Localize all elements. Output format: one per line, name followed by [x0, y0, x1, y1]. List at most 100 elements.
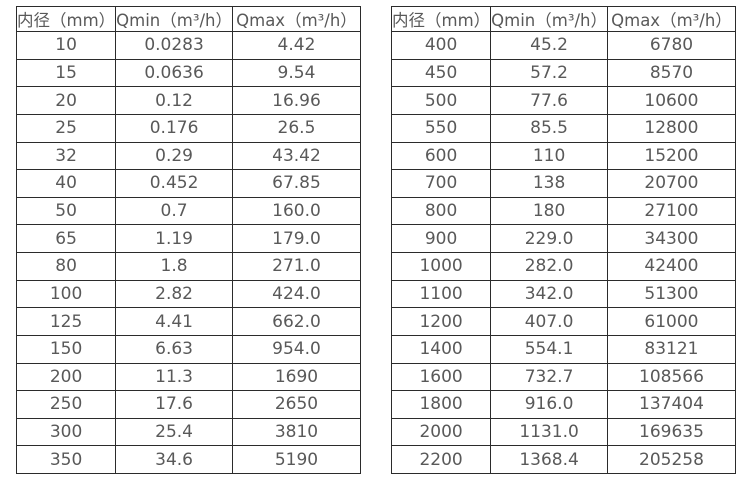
table-row: 65 1.19 179.0: [15, 224, 361, 253]
cell-qmax: 20700: [606, 169, 736, 198]
cell-qmin: 138: [490, 169, 608, 198]
cell-inner-diameter: 1600: [390, 362, 492, 392]
cell-qmax: 12800: [606, 113, 736, 143]
cell-inner-diameter: 50: [15, 196, 117, 226]
header-inner-diameter: 内径（mm）: [15, 6, 117, 32]
cell-qmax: 5190: [231, 445, 361, 474]
cell-qmin: 916.0: [490, 390, 608, 419]
cell-inner-diameter: 450: [390, 58, 492, 88]
cell-inner-diameter: 1100: [390, 279, 492, 309]
cell-qmin: 407.0: [490, 307, 608, 336]
cell-inner-diameter: 1000: [390, 252, 492, 281]
cell-qmax: 42400: [606, 252, 736, 281]
header-qmin: Qmin（m³/h）: [490, 6, 608, 32]
cell-qmax: 4.42: [231, 31, 361, 60]
cell-inner-diameter: 350: [15, 445, 117, 474]
table-row: 550 85.5 12800: [390, 113, 736, 143]
cell-inner-diameter: 800: [390, 196, 492, 226]
cell-qmin: 554.1: [490, 334, 608, 364]
cell-qmin: 17.6: [115, 390, 233, 419]
cell-qmax: 662.0: [231, 307, 361, 336]
cell-inner-diameter: 25: [15, 113, 117, 143]
cell-inner-diameter: 32: [15, 141, 117, 171]
table-row: 350 34.6 5190: [15, 445, 361, 474]
table-row: 300 25.4 3810: [15, 417, 361, 447]
cell-qmin: 4.41: [115, 307, 233, 336]
cell-qmin: 1.19: [115, 224, 233, 253]
table-row: 150 6.63 954.0: [15, 334, 361, 364]
cell-inner-diameter: 80: [15, 252, 117, 281]
cell-inner-diameter: 150: [15, 334, 117, 364]
table-row: 900 229.0 34300: [390, 224, 736, 253]
cell-qmin: 0.0636: [115, 58, 233, 88]
cell-inner-diameter: 700: [390, 169, 492, 198]
cell-inner-diameter: 900: [390, 224, 492, 253]
table-row: 20 0.12 16.96: [15, 86, 361, 115]
cell-qmax: 9.54: [231, 58, 361, 88]
cell-qmin: 0.12: [115, 86, 233, 115]
cell-inner-diameter: 250: [15, 390, 117, 419]
cell-inner-diameter: 2200: [390, 445, 492, 474]
table-row: 40 0.452 67.85: [15, 169, 361, 198]
table-row: 600 110 15200: [390, 141, 736, 171]
flow-rate-table-small-diameters: 内径（mm） Qmin（m³/h） Qmax（m³/h） 10 0.0283 4.4…: [15, 6, 361, 474]
cell-inner-diameter: 1400: [390, 334, 492, 364]
cell-qmax: 15200: [606, 141, 736, 171]
cell-qmax: 27100: [606, 196, 736, 226]
table-row: 1000 282.0 42400: [390, 252, 736, 281]
cell-qmin: 0.0283: [115, 31, 233, 60]
cell-inner-diameter: 600: [390, 141, 492, 171]
cell-qmin: 0.7: [115, 196, 233, 226]
cell-qmax: 169635: [606, 417, 736, 447]
table-row: 2000 1131.0 169635: [390, 417, 736, 447]
cell-qmax: 108566: [606, 362, 736, 392]
cell-inner-diameter: 125: [15, 307, 117, 336]
cell-qmin: 0.176: [115, 113, 233, 143]
cell-qmax: 83121: [606, 334, 736, 364]
cell-qmax: 271.0: [231, 252, 361, 281]
cell-qmin: 229.0: [490, 224, 608, 253]
cell-qmin: 6.63: [115, 334, 233, 364]
cell-qmax: 43.42: [231, 141, 361, 171]
cell-qmax: 2650: [231, 390, 361, 419]
table-row: 50 0.7 160.0: [15, 196, 361, 226]
cell-qmin: 110: [490, 141, 608, 171]
cell-inner-diameter: 100: [15, 279, 117, 309]
cell-inner-diameter: 15: [15, 58, 117, 88]
cell-qmin: 1.8: [115, 252, 233, 281]
table-row: 800 180 27100: [390, 196, 736, 226]
cell-inner-diameter: 500: [390, 86, 492, 115]
cell-qmax: 6780: [606, 31, 736, 60]
cell-qmin: 11.3: [115, 362, 233, 392]
cell-qmax: 51300: [606, 279, 736, 309]
table-row: 450 57.2 8570: [390, 58, 736, 88]
cell-inner-diameter: 1200: [390, 307, 492, 336]
flow-rate-table-large-diameters: 内径（mm） Qmin（m³/h） Qmax（m³/h） 400 45.2 6780…: [390, 6, 736, 474]
table-row: 15 0.0636 9.54: [15, 58, 361, 88]
table-row: 500 77.6 10600: [390, 86, 736, 115]
cell-inner-diameter: 10: [15, 31, 117, 60]
header-qmin: Qmin（m³/h）: [115, 6, 233, 32]
cell-qmax: 205258: [606, 445, 736, 474]
table-header-row: 内径（mm） Qmin（m³/h） Qmax（m³/h）: [390, 6, 736, 32]
cell-qmax: 8570: [606, 58, 736, 88]
cell-qmax: 424.0: [231, 279, 361, 309]
table-row: 1600 732.7 108566: [390, 362, 736, 392]
cell-inner-diameter: 200: [15, 362, 117, 392]
cell-qmin: 57.2: [490, 58, 608, 88]
table-row: 1400 554.1 83121: [390, 334, 736, 364]
cell-qmax: 160.0: [231, 196, 361, 226]
cell-qmin: 1131.0: [490, 417, 608, 447]
header-qmax: Qmax（m³/h）: [606, 6, 736, 32]
header-qmax: Qmax（m³/h）: [231, 6, 361, 32]
cell-inner-diameter: 2000: [390, 417, 492, 447]
cell-inner-diameter: 65: [15, 224, 117, 253]
cell-qmin: 342.0: [490, 279, 608, 309]
table-header-row: 内径（mm） Qmin（m³/h） Qmax（m³/h）: [15, 6, 361, 32]
cell-inner-diameter: 40: [15, 169, 117, 198]
table-row: 25 0.176 26.5: [15, 113, 361, 143]
table-body: 400 45.2 6780 450 57.2 8570 500 77.6 10600 550 85.…: [390, 31, 736, 474]
cell-qmin: 25.4: [115, 417, 233, 447]
cell-qmin: 282.0: [490, 252, 608, 281]
